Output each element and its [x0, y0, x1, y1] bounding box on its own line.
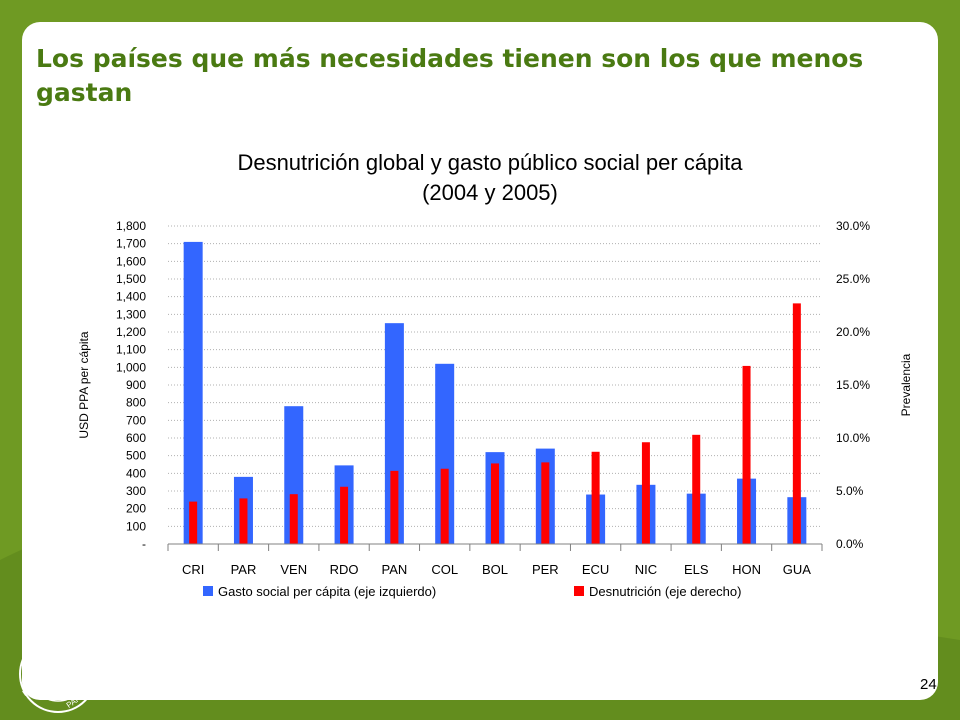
bar-desnutricion-els	[692, 434, 701, 544]
left-axis-tick-label: 200	[126, 502, 146, 516]
x-axis-category-label: BOL	[482, 562, 508, 577]
left-axis-tick-label: 100	[126, 519, 146, 533]
left-axis-tick-label: 1,700	[116, 237, 146, 251]
fao-logo: F A O FIAT PANIS	[19, 635, 97, 713]
bar-gasto-pan	[384, 323, 404, 544]
left-axis-tick-label: 1,100	[116, 343, 146, 357]
x-axis-category-label: CRI	[182, 562, 204, 577]
chart-title-line-1: Desnutrición global y gasto público soci…	[237, 150, 743, 175]
bar-gasto-col	[435, 363, 455, 544]
bar-desnutricion-bol	[491, 463, 499, 544]
right-axis-tick-label: 20.0%	[836, 325, 870, 339]
slide-title: Los países que más necesidades tienen so…	[36, 44, 864, 107]
chart-title-line-2: (2004 y 2005)	[422, 180, 558, 205]
bar-desnutricion-pan	[390, 470, 399, 544]
bar-desnutricion-par	[239, 498, 248, 544]
x-axis-category-label: VEN	[280, 562, 307, 577]
x-axis-category-label: GUA	[783, 562, 812, 577]
x-axis-category-label: PAN	[382, 562, 408, 577]
x-axis-category-label: HON	[732, 562, 761, 577]
bar-desnutricion-rdo	[340, 486, 349, 544]
right-axis-title: Prevalencia	[899, 353, 913, 416]
right-axis-tick-label: 15.0%	[836, 378, 870, 392]
bar-desnutricion-per	[541, 462, 550, 544]
svg-text:F: F	[40, 666, 50, 685]
legend-label-desnutricion: Desnutrición (eje derecho)	[589, 584, 741, 599]
left-axis-tick-label: 900	[126, 378, 146, 392]
bar-desnutricion-ecu	[591, 451, 600, 544]
left-axis-tick-label: -	[142, 537, 146, 551]
left-axis-tick-label: 1,200	[116, 325, 146, 339]
bar-gasto-ven	[284, 406, 304, 544]
right-axis-tick-label: 30.0%	[836, 219, 870, 233]
bar-desnutricion-ven	[289, 494, 298, 544]
x-axis-category-label: COL	[431, 562, 458, 577]
legend-swatch-desnutricion	[574, 586, 584, 596]
x-axis-category-label: PER	[532, 562, 559, 577]
left-axis-tick-label: 1,400	[116, 290, 146, 304]
left-axis-tick-label: 600	[126, 431, 146, 445]
svg-text:O: O	[65, 666, 78, 685]
left-axis-tick-label: 1,000	[116, 360, 146, 374]
legend-label-gasto: Gasto social per cápita (eje izquierdo)	[218, 584, 436, 599]
left-axis-tick-label: 1,600	[116, 254, 146, 268]
svg-text:FIAT: FIAT	[21, 681, 40, 698]
right-axis-tick-label: 10.0%	[836, 431, 870, 445]
content-panel	[22, 22, 938, 700]
page-number: 24	[920, 676, 937, 693]
left-axis-tick-label: 500	[126, 449, 146, 463]
legend-swatch-gasto	[203, 586, 213, 596]
right-axis-tick-label: 0.0%	[836, 537, 864, 551]
right-axis-tick-label: 5.0%	[836, 484, 864, 498]
left-axis-title: USD PPA per cápita	[77, 331, 91, 438]
left-axis-tick-label: 1,300	[116, 307, 146, 321]
bar-desnutricion-cri	[189, 501, 198, 544]
bar-desnutricion-col	[440, 468, 449, 544]
left-axis-tick-label: 300	[126, 484, 146, 498]
left-axis-tick-label: 800	[126, 396, 146, 410]
left-axis-tick-label: 1,800	[116, 219, 146, 233]
right-axis-tick-label: 25.0%	[836, 272, 870, 286]
chart-title: Desnutrición global y gasto público soci…	[100, 148, 880, 208]
bar-gasto-cri	[183, 241, 203, 544]
left-axis-tick-label: 1,500	[116, 272, 146, 286]
bar-desnutricion-gua	[792, 303, 801, 544]
svg-text:A: A	[52, 656, 63, 673]
bar-desnutricion-nic	[641, 442, 650, 544]
x-axis-category-label: PAR	[231, 562, 257, 577]
x-axis-category-label: RDO	[330, 562, 359, 577]
x-axis-category-label: ELS	[684, 562, 709, 577]
left-axis-tick-label: 400	[126, 466, 146, 480]
x-axis-category-label: NIC	[635, 562, 657, 577]
x-axis-category-label: ECU	[582, 562, 609, 577]
bar-desnutricion-hon	[742, 365, 751, 544]
left-axis-tick-label: 700	[126, 413, 146, 427]
